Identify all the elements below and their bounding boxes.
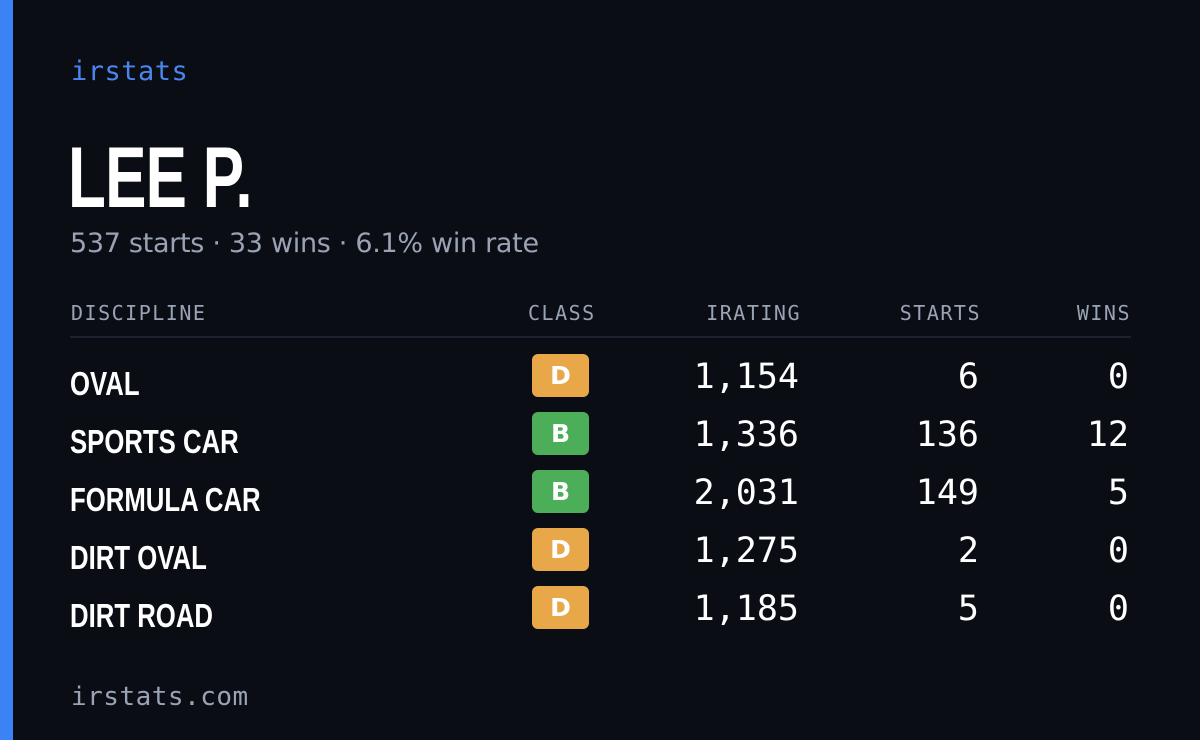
starts-value: 5 bbox=[957, 589, 979, 629]
table-row: SPORTS CAR B 1,336 136 12 bbox=[0, 412, 1200, 470]
starts-value: 2 bbox=[957, 531, 979, 571]
irating-value: 1,336 bbox=[693, 415, 799, 455]
discipline-label: DIRT OVAL bbox=[70, 539, 207, 576]
brand-logo: irstats bbox=[71, 56, 189, 87]
wins-value: 5 bbox=[1107, 473, 1129, 513]
table-row: DIRT ROAD D 1,185 5 0 bbox=[0, 586, 1200, 644]
class-badge: B bbox=[532, 412, 589, 455]
player-name: LEE P. bbox=[68, 130, 253, 226]
class-badge: D bbox=[532, 354, 589, 397]
irating-value: 2,031 bbox=[693, 473, 799, 513]
table-row: FORMULA CAR B 2,031 149 5 bbox=[0, 470, 1200, 528]
wins-value: 0 bbox=[1107, 531, 1129, 571]
wins-value: 0 bbox=[1107, 589, 1129, 629]
header-irating: IRATING bbox=[706, 301, 801, 325]
starts-value: 6 bbox=[957, 357, 979, 397]
footer-url: irstats.com bbox=[71, 682, 249, 712]
discipline-label: DIRT ROAD bbox=[70, 597, 213, 634]
header-class: CLASS bbox=[528, 301, 596, 325]
header-starts: STARTS bbox=[899, 301, 981, 325]
irating-value: 1,185 bbox=[693, 589, 799, 629]
class-badge: B bbox=[532, 470, 589, 513]
starts-value: 149 bbox=[915, 473, 979, 513]
discipline-label: OVAL bbox=[70, 365, 140, 402]
wins-value: 0 bbox=[1107, 357, 1129, 397]
discipline-label: SPORTS CAR bbox=[70, 423, 239, 460]
header-divider bbox=[70, 336, 1131, 338]
player-summary: 537 starts · 33 wins · 6.1% win rate bbox=[70, 228, 539, 259]
irating-value: 1,275 bbox=[693, 531, 799, 571]
table-row: DIRT OVAL D 1,275 2 0 bbox=[0, 528, 1200, 586]
header-discipline: DISCIPLINE bbox=[71, 301, 207, 325]
class-badge: D bbox=[532, 528, 589, 571]
starts-value: 136 bbox=[915, 415, 979, 455]
irating-value: 1,154 bbox=[693, 357, 799, 397]
class-badge: D bbox=[532, 586, 589, 629]
header-wins: WINS bbox=[1076, 301, 1131, 325]
discipline-label: FORMULA CAR bbox=[70, 481, 261, 518]
table-row: OVAL D 1,154 6 0 bbox=[0, 354, 1200, 412]
wins-value: 12 bbox=[1086, 415, 1129, 455]
accent-bar bbox=[0, 0, 13, 740]
